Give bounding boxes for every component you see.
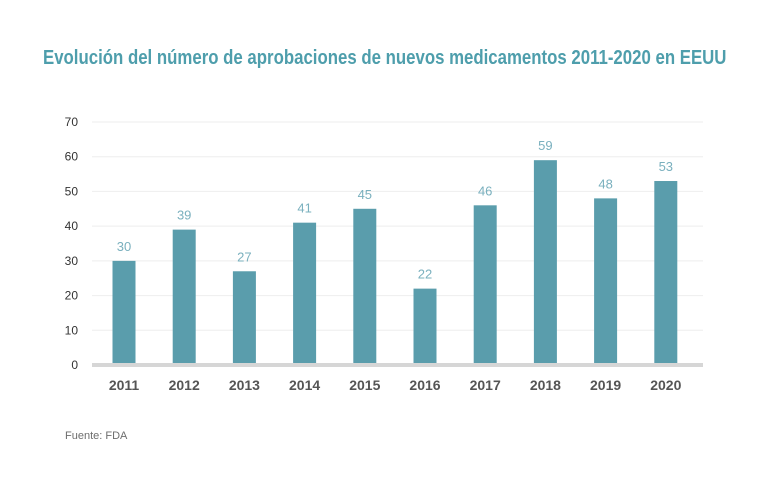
data-label: 39 xyxy=(177,208,191,223)
data-label: 46 xyxy=(478,183,492,198)
x-axis: 2011 2012 2013 2014 2015 2016 2017 2018 2019 2020 xyxy=(109,377,682,393)
x-tick-label: 2013 xyxy=(229,377,260,393)
bar-2018 xyxy=(533,160,557,363)
bar-2017 xyxy=(473,205,497,363)
y-axis: 0 10 20 30 40 50 60 70 xyxy=(65,115,79,372)
data-label: 27 xyxy=(237,249,251,264)
y-tick-label: 0 xyxy=(71,358,78,372)
x-tick-label: 2020 xyxy=(650,377,681,393)
bar-2019 xyxy=(594,198,618,363)
y-tick-label: 50 xyxy=(65,184,79,198)
data-label: 41 xyxy=(297,201,311,216)
data-label: 45 xyxy=(358,187,372,202)
y-tick-label: 20 xyxy=(65,289,79,303)
y-tick-label: 70 xyxy=(65,115,79,129)
x-tick-label: 2016 xyxy=(409,377,440,393)
bar-2020 xyxy=(654,181,678,363)
x-tick-label: 2015 xyxy=(349,377,380,393)
bar-2015 xyxy=(353,208,377,363)
data-labels: 30 39 27 41 45 22 46 59 48 53 xyxy=(117,138,673,281)
y-tick-label: 30 xyxy=(65,254,79,268)
x-tick-label: 2011 xyxy=(109,377,140,393)
x-tick-label: 2018 xyxy=(530,377,561,393)
x-tick-label: 2012 xyxy=(169,377,200,393)
bar-2011 xyxy=(112,260,136,363)
bar-2013 xyxy=(232,271,256,363)
y-tick-label: 10 xyxy=(65,323,79,337)
y-tick-label: 60 xyxy=(65,150,79,164)
x-tick-label: 2014 xyxy=(289,377,320,393)
bar-2016 xyxy=(413,288,437,363)
x-tick-label: 2017 xyxy=(470,377,501,393)
bar-2012 xyxy=(172,229,196,363)
data-label: 30 xyxy=(117,239,131,254)
chart-title: Evolución del número de aprobaciones de … xyxy=(43,47,727,69)
bars xyxy=(112,160,678,363)
source-note: Fuente: FDA xyxy=(65,430,128,442)
data-label: 22 xyxy=(418,267,432,282)
y-tick-label: 40 xyxy=(65,219,79,233)
data-label: 59 xyxy=(538,138,552,153)
bar-2014 xyxy=(293,222,317,363)
data-label: 53 xyxy=(659,159,673,174)
x-tick-label: 2019 xyxy=(590,377,621,393)
x-axis-baseline xyxy=(92,363,703,367)
data-label: 48 xyxy=(598,176,612,191)
